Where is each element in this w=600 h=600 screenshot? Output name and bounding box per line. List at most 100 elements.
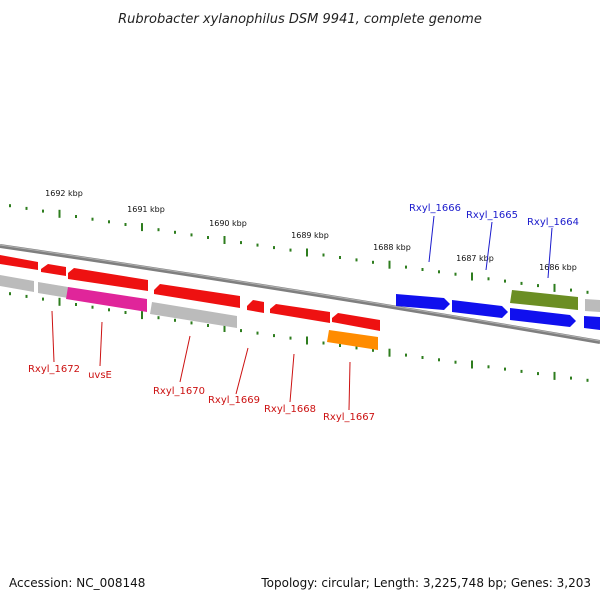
minus-strand-outer-row [0, 255, 380, 331]
gene-red-1[interactable] [41, 264, 66, 276]
gene-olive[interactable] [510, 290, 578, 310]
lower-track-minor-tick [504, 367, 506, 371]
lower-track-minor-tick [289, 336, 292, 340]
gene-gray-1[interactable] [38, 282, 68, 298]
lower-track-minor-tick [355, 346, 358, 350]
gene-red-4[interactable] [247, 300, 264, 313]
accession-label: Accession: NC_008148 [9, 576, 145, 590]
gene-label-rxyl-1668[interactable]: Rxyl_1668 [264, 404, 316, 415]
scale-tick-labels: 1692 kbp 1691 kbp 1690 kbp 1689 kbp 1688… [45, 189, 577, 272]
lower-track-minor-tick [570, 376, 572, 380]
tick-label-1686: 1686 kbp [539, 263, 577, 272]
gene-label-uvse[interactable]: uvsE [88, 370, 112, 381]
lower-track-minor-tick [438, 358, 440, 362]
leader-rxyl-1667 [348, 361, 351, 411]
leader-uvse [99, 321, 103, 367]
upper-track-minor-tick [438, 270, 440, 274]
upper-track-minor-tick [322, 253, 325, 257]
lower-track-minor-tick [207, 324, 209, 327]
upper-track-minor-tick [487, 277, 490, 281]
gene-label-rxyl-1667[interactable]: Rxyl_1667 [323, 412, 375, 423]
gene-red-6[interactable] [332, 313, 380, 331]
tick-label-1687: 1687 kbp [456, 254, 494, 263]
tick-label-1690: 1690 kbp [209, 219, 247, 228]
gene-red-5[interactable] [270, 304, 330, 323]
upper-track-major-tick [223, 236, 226, 244]
lower-track-major-tick [58, 297, 61, 306]
leader-rxyl-1664 [547, 227, 553, 279]
lower-track-minor-tick [108, 308, 110, 312]
gene-gray-2[interactable] [150, 302, 237, 328]
lower-track-major-tick [553, 371, 556, 380]
forward-leader-lines [428, 215, 553, 279]
tick-label-1689: 1689 kbp [291, 231, 329, 240]
leader-rxyl-1670 [179, 335, 191, 383]
tick-label-1692: 1692 kbp [45, 189, 83, 198]
tick-label-1691: 1691 kbp [127, 205, 165, 214]
gene-red-0[interactable] [0, 255, 38, 270]
lower-track-major-tick [306, 336, 308, 345]
lower-track-major-tick [388, 348, 391, 357]
upper-track-minor-tick [504, 279, 506, 283]
gene-label-rxyl-1665[interactable]: Rxyl_1665 [466, 210, 518, 221]
lower-track-minor-tick [75, 303, 77, 306]
leader-rxyl-1666 [428, 215, 435, 263]
upper-track-minor-tick [174, 230, 176, 234]
lower-track-minor-tick [520, 369, 523, 373]
gene-label-rxyl-1672[interactable]: Rxyl_1672 [28, 364, 80, 375]
genome-backbone-highlight [0, 244, 600, 342]
upper-track-minor-tick [9, 204, 11, 208]
lower-track-minor-tick [9, 292, 11, 296]
upper-scale-track [9, 204, 589, 294]
lower-track-minor-tick [256, 331, 259, 335]
upper-track-minor-tick [454, 272, 457, 276]
lower-track-minor-tick [25, 294, 28, 298]
leader-rxyl-1669 [235, 347, 249, 395]
gene-gray-0[interactable] [0, 275, 34, 292]
reverse-leader-lines [51, 310, 351, 411]
lower-track-minor-tick [487, 365, 490, 369]
leader-rxyl-1665 [485, 221, 493, 271]
upper-track-minor-tick [339, 256, 341, 259]
topology-label: Topology: circular; Length: 3,225,748 bp… [260, 576, 591, 590]
gene-magenta[interactable] [66, 287, 147, 312]
gene-orange[interactable] [327, 330, 378, 350]
gene-blue-0[interactable] [396, 294, 450, 310]
gene-label-rxyl-1664[interactable]: Rxyl_1664 [527, 217, 579, 228]
gene-label-rxyl-1666[interactable]: Rxyl_1666 [409, 203, 461, 214]
upper-track-major-tick [471, 272, 473, 281]
plus-strand-row [396, 290, 600, 330]
gene-label-rxyl-1670[interactable]: Rxyl_1670 [153, 386, 205, 397]
upper-track-minor-tick [372, 260, 374, 264]
lower-track-minor-tick [372, 348, 374, 352]
lower-track-major-tick [471, 360, 473, 369]
lower-track-minor-tick [91, 305, 94, 309]
upper-track-minor-tick [421, 268, 424, 271]
upper-track-minor-tick [273, 246, 275, 250]
upper-track-minor-tick [537, 284, 539, 288]
upper-track-minor-tick [157, 228, 160, 232]
upper-track-minor-tick [190, 233, 193, 237]
lower-track-minor-tick [42, 297, 44, 301]
gene-blue-2[interactable] [510, 308, 576, 327]
gene-label-rxyl-1669[interactable]: Rxyl_1669 [208, 395, 260, 406]
upper-track-minor-tick [207, 236, 209, 239]
gene-blue-3[interactable] [584, 316, 600, 330]
leader-rxyl-1668 [289, 353, 295, 403]
lower-track-minor-tick [240, 329, 242, 333]
upper-track-major-tick [553, 283, 556, 292]
minus-strand-inner-row [0, 275, 378, 350]
lower-track-minor-tick [322, 341, 325, 345]
gene-red-3[interactable] [154, 284, 240, 308]
lower-track-minor-tick [124, 311, 127, 314]
lower-track-minor-tick [157, 316, 160, 320]
lower-track-minor-tick [537, 372, 539, 376]
gene-blue-1[interactable] [452, 300, 508, 318]
lower-track-minor-tick [421, 356, 424, 359]
gene-red-2[interactable] [68, 268, 148, 291]
genome-backbone [0, 244, 600, 344]
upper-track-minor-tick [586, 290, 589, 294]
map-title: Rubrobacter xylanophilus DSM 9941, compl… [118, 12, 482, 27]
lower-track-minor-tick [454, 360, 457, 364]
gene-gray-3[interactable] [585, 299, 600, 312]
